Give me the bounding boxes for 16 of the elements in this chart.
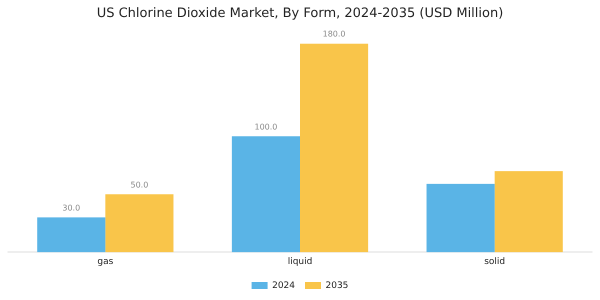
x-tick-label: gas <box>97 256 114 267</box>
bar <box>105 194 174 252</box>
bar <box>426 184 495 252</box>
data-label: 30.0 <box>62 204 80 213</box>
chart-title: US Chlorine Dioxide Market, By Form, 2024-2035 (USD Million) <box>96 6 504 22</box>
legend-label: 2024 <box>272 280 296 291</box>
bar <box>300 44 368 252</box>
bar <box>232 136 300 252</box>
x-tick-label: solid <box>484 256 506 267</box>
data-label: 50.0 <box>130 180 148 190</box>
bar <box>37 217 106 252</box>
data-label: 180.0 <box>322 30 346 39</box>
bar <box>494 171 563 252</box>
x-tick-label: liquid <box>288 256 312 267</box>
legend-label: 2035 <box>326 280 348 291</box>
data-label: 100.0 <box>254 122 278 132</box>
